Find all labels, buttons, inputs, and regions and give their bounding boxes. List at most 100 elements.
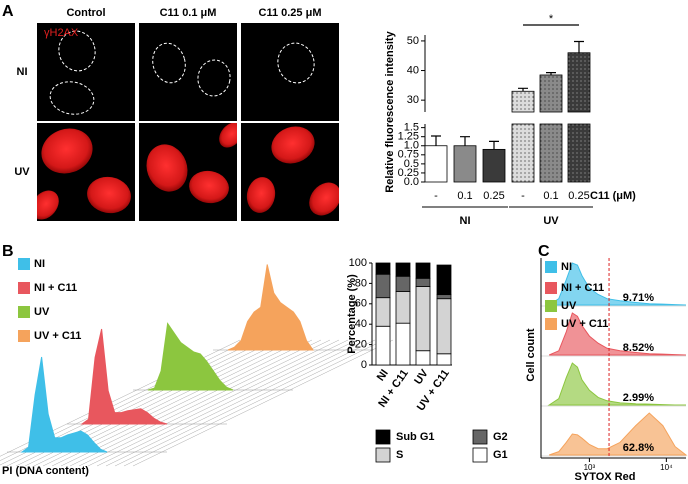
column-title: C11 0.25 μM (259, 7, 322, 19)
plane-line (96, 339, 358, 467)
bar-segment (395, 322, 411, 366)
y-tick-label: 1.5 (404, 122, 419, 134)
plane-line (78, 339, 340, 467)
plane-line (105, 339, 367, 467)
bar-segment (395, 275, 411, 292)
nucleus (152, 42, 186, 84)
y-tick-label: 0.25 (398, 167, 419, 179)
y-axis-label: Percentage (%) (346, 274, 358, 354)
stain-label: γH2AX (44, 27, 79, 39)
nucleus (309, 182, 339, 216)
bar (424, 145, 448, 183)
legend-label: UV (561, 300, 577, 312)
x-tick-label: - (521, 190, 525, 202)
error-bar (546, 72, 556, 75)
micrograph (241, 23, 339, 121)
y-tick-label: 20 (355, 339, 367, 351)
error-bar (489, 140, 499, 150)
percent-label: 2.99% (623, 392, 654, 404)
nucleus (197, 59, 231, 97)
histogram (227, 264, 314, 351)
cells (146, 123, 237, 204)
bar (567, 123, 591, 183)
y-tick-label: 0.0 (404, 176, 419, 188)
legend-swatch (545, 282, 557, 294)
bar (453, 145, 477, 183)
legend-label: UV + C11 (34, 330, 81, 342)
y-tick-label: 30 (407, 94, 419, 106)
bar (539, 74, 563, 113)
bar (511, 123, 535, 183)
plane-line (69, 339, 331, 467)
bar (539, 123, 563, 183)
bar-segment (436, 264, 452, 296)
column-title: Control (66, 7, 105, 19)
x-tick-label: 0.1 (457, 190, 472, 202)
y-tick-label: 50 (407, 35, 419, 47)
nucleus (37, 190, 59, 220)
bar (482, 148, 506, 183)
histogram (548, 312, 687, 356)
histogram (548, 412, 688, 456)
micrograph (37, 23, 135, 121)
group-label: UV (543, 215, 559, 227)
x-tick-label: 0.1 (543, 190, 558, 202)
histogram (547, 262, 687, 306)
error-bar (574, 40, 584, 53)
x-tick-label: - (434, 190, 438, 202)
micrograph (139, 23, 237, 121)
plane-line (60, 339, 322, 467)
legend-swatch (472, 429, 488, 445)
plane-line (87, 339, 349, 467)
legend-label: G2 (493, 431, 508, 443)
histogram (547, 362, 686, 406)
row-label: NI (17, 66, 28, 78)
y-tick-label: 60 (355, 298, 367, 310)
cells (152, 42, 231, 97)
legend-swatch (18, 330, 30, 342)
cells (246, 126, 339, 216)
panel-label: A (2, 3, 14, 20)
legend-label: G1 (493, 449, 508, 461)
y-axis-label: Cell count (525, 328, 537, 382)
legend-swatch (375, 447, 391, 463)
category-title: C11 (μM) (590, 190, 636, 202)
y-tick-label: 80 (355, 277, 367, 289)
bar-segment (375, 297, 391, 327)
percent-label: 62.8% (623, 442, 654, 454)
legend-label: NI (561, 261, 572, 273)
x-tick-label: 0.25 (568, 190, 589, 202)
legend-label: NI (34, 258, 45, 270)
nucleus (58, 30, 96, 72)
x-axis-label: PI (DNA content) (2, 465, 89, 477)
legend-swatch (18, 258, 30, 270)
bar-segment (436, 294, 452, 300)
y-tick-label: 40 (407, 64, 419, 76)
x-axis-label: SYTOX Red (575, 471, 636, 483)
y-tick-label: 1.25 (398, 131, 419, 143)
y-tick-label: 0.5 (404, 158, 419, 170)
y-axis-label: Relative fluorescence intensity (384, 30, 396, 192)
percent-label: 9.71% (623, 292, 654, 304)
bar-segment (415, 350, 431, 366)
panel-label: B (2, 243, 14, 260)
histogram (80, 328, 168, 425)
bar-segment (436, 353, 452, 366)
legend-label: UV + C11 (561, 318, 608, 330)
y-tick-label: 1.0 (404, 140, 419, 152)
y-tick-label: 100 (349, 257, 367, 269)
nucleus (219, 123, 237, 148)
bar-segment (415, 262, 431, 279)
cells (37, 128, 131, 220)
legend-swatch (545, 261, 557, 273)
nucleus (189, 170, 229, 204)
x-tick-label: 10⁴ (660, 463, 673, 472)
bar-segment (375, 273, 391, 299)
nucleus (271, 126, 315, 164)
nucleus (277, 42, 315, 84)
plane-line (132, 339, 394, 467)
panel-label: C (538, 243, 550, 260)
bar-segment (375, 262, 391, 275)
legend-swatch (18, 282, 30, 294)
